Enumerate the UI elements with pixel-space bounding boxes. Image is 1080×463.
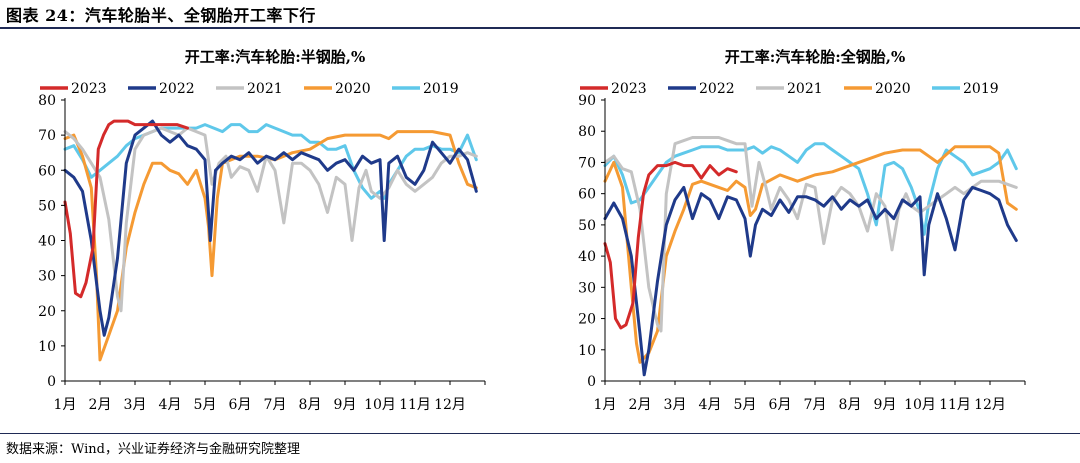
x-tick-label: 6月 [229,397,252,413]
chart-title: 开工率:汽车轮胎:全钢胎,% [725,48,906,66]
x-tick-label: 1月 [54,397,77,413]
legend-label-2019: 2019 [963,81,999,97]
series-line-2019 [603,142,1018,236]
x-tick-label: 11月 [939,397,971,413]
bottom-divider [0,433,1080,434]
series-line-2023 [63,119,189,299]
y-tick-label: 30 [578,280,596,296]
x-tick-label: 10月 [364,397,396,413]
legend-item-2020: 2020 [304,81,371,97]
legend-label-2022: 2022 [699,81,735,97]
y-tick-label: 30 [38,269,56,285]
y-tick-label: 80 [38,93,56,109]
x-tick-label: 5月 [734,397,757,413]
y-tick-label: 70 [578,155,596,171]
top-divider [0,27,1080,29]
legend-item-2021: 2021 [756,81,823,97]
y-tick-label: 90 [578,93,596,109]
y-tick-label: 40 [578,249,596,265]
x-tick-label: 6月 [769,397,792,413]
legend-item-2020: 2020 [844,81,911,97]
series-line-2020 [603,145,1018,364]
legend-label-2020: 2020 [335,81,371,97]
source-note: 数据来源：Wind，兴业证券经济与金融研究院整理 [6,442,300,457]
y-tick-label: 0 [47,374,56,390]
series-line-2023 [603,160,738,330]
y-tick-label: 40 [38,234,56,250]
legend-label-2021: 2021 [787,81,823,97]
x-tick-label: 3月 [124,397,147,413]
legend-item-2023: 2023 [40,81,107,97]
y-tick-label: 60 [38,163,56,179]
x-tick-label: 11月 [399,397,431,413]
x-tick-label: 12月 [974,397,1006,413]
y-tick-label: 80 [578,124,596,140]
y-tick-label: 70 [38,128,56,144]
legend-label-2021: 2021 [247,81,283,97]
x-tick-label: 8月 [839,397,862,413]
legend-label-2023: 2023 [611,81,647,97]
y-tick-label: 10 [578,343,596,359]
x-tick-label: 2月 [629,397,652,413]
y-tick-label: 50 [578,218,596,234]
x-tick-label: 5月 [194,397,217,413]
x-tick-label: 7月 [804,397,827,413]
y-tick-label: 60 [578,187,596,203]
x-tick-label: 9月 [874,397,897,413]
legend-label-2019: 2019 [423,81,459,97]
series-line-2021 [63,126,478,313]
legend-label-2023: 2023 [71,81,107,97]
chart-semi-steel: 开工率:汽车轮胎:半钢胎,% 2023 2022 2021 2020 2019 0 10 20 3… [38,48,486,413]
series-line-2021 [603,136,1018,333]
x-tick-label: 7月 [264,397,287,413]
legend-item-2019: 2019 [392,81,459,97]
x-tick-label: 10月 [904,397,936,413]
y-tick-label: 0 [587,374,596,390]
legend-label-2022: 2022 [159,81,195,97]
chart-title: 开工率:汽车轮胎:半钢胎,% [185,48,366,66]
legend-item-2019: 2019 [932,81,999,97]
y-tick-label: 20 [38,304,56,320]
x-tick-label: 2月 [89,397,112,413]
chart-all-steel: 开工率:汽车轮胎:全钢胎,% 2023 2022 2021 2020 2019 0 10 20 3… [578,48,1026,413]
series-line-2022 [63,119,478,337]
legend-item-2022: 2022 [668,81,735,97]
x-tick-label: 3月 [664,397,687,413]
x-tick-label: 8月 [299,397,322,413]
y-tick-label: 10 [38,339,56,355]
x-tick-label: 1月 [594,397,617,413]
legend-item-2022: 2022 [128,81,195,97]
figure-title: 图表 24：汽车轮胎半、全钢胎开工率下行 [6,6,316,25]
series-line-2020 [63,130,478,362]
series-line-2022 [603,185,1018,377]
legend-item-2023: 2023 [580,81,647,97]
y-tick-label: 20 [578,312,596,328]
x-tick-label: 12月 [434,397,466,413]
legend-item-2021: 2021 [216,81,283,97]
x-tick-label: 4月 [159,397,182,413]
y-tick-label: 50 [38,198,56,214]
legend-label-2020: 2020 [875,81,911,97]
x-tick-label: 4月 [699,397,722,413]
x-tick-label: 9月 [334,397,357,413]
